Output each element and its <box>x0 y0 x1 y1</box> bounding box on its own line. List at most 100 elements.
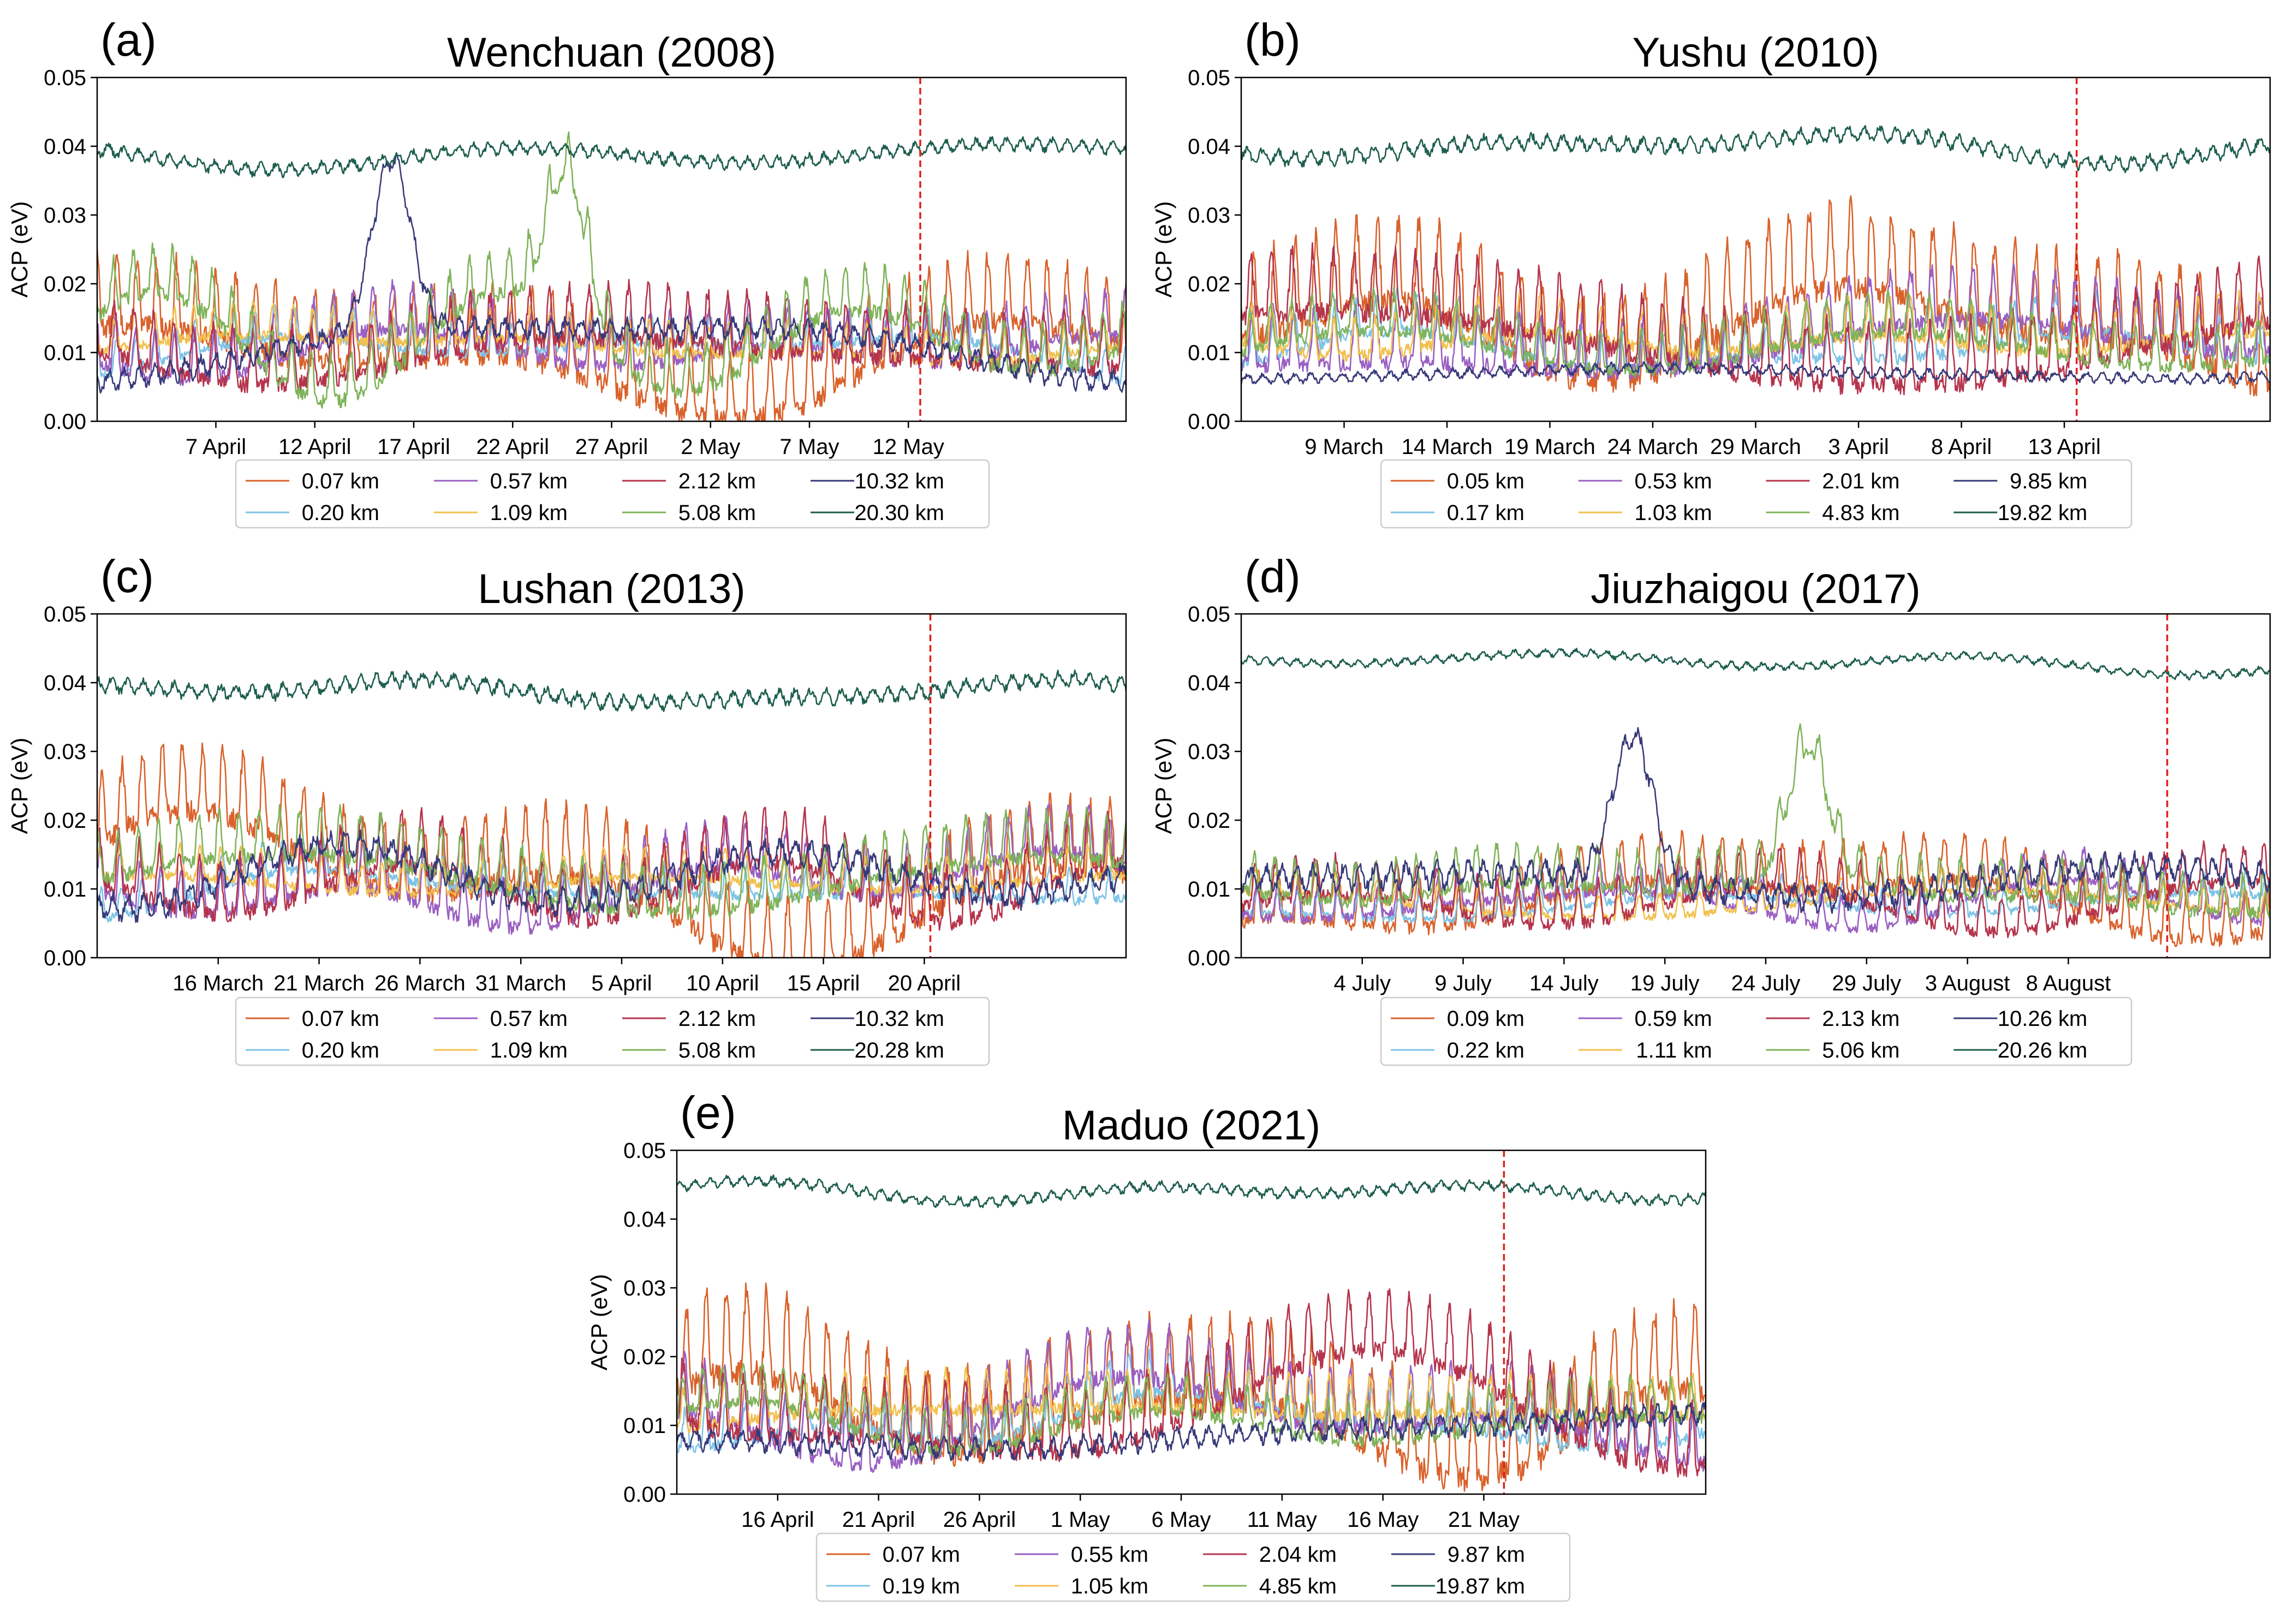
legend-label: 20.26 km <box>1998 1038 2088 1062</box>
plot-frame <box>96 613 1127 959</box>
legend-label: 0.09 km <box>1447 1007 1524 1031</box>
legend-label: 20.30 km <box>854 501 944 525</box>
series-line-0-09-km <box>1241 829 2270 947</box>
legend-label: 9.85 km <box>2010 469 2087 493</box>
legend-label: 0.05 km <box>1447 469 1524 493</box>
y-tick-label: 0.05 <box>44 66 86 90</box>
legend-label: 0.59 km <box>1634 1007 1712 1031</box>
legend-label: 0.55 km <box>1071 1543 1148 1567</box>
x-tick-label: 17 April <box>377 435 450 459</box>
x-tick-label: 16 May <box>1347 1508 1419 1532</box>
y-axis-label: ACP (eV) <box>586 1274 612 1371</box>
y-tick-label: 0.00 <box>623 1483 666 1507</box>
legend-label: 19.87 km <box>1435 1574 1525 1598</box>
x-tick-label: 26 April <box>943 1508 1016 1532</box>
y-tick-label: 0.02 <box>44 809 86 833</box>
x-tick-label: 12 May <box>873 435 944 459</box>
series-line-19-82-km <box>1241 125 2270 174</box>
series-line-0-53-km <box>1241 262 2270 381</box>
x-tick-label: 16 April <box>741 1508 814 1532</box>
series-line-1-11-km <box>1241 864 2270 922</box>
chart-panel-2: (b) Yushu (2010) ACP (eV) 0.00 0.01 0.02 0.03 0… <box>1151 14 2271 529</box>
x-tick-label: 10 April <box>686 971 759 995</box>
x-tick-label: 31 March <box>475 971 567 995</box>
legend-label: 1.09 km <box>490 501 568 525</box>
y-tick-label: 0.03 <box>44 740 86 764</box>
legend: 0.05 km 0.17 km 0.53 km 1.03 km 2.01 km 4.83 … <box>1380 459 2133 529</box>
series-line-2-12-km <box>97 806 1126 931</box>
y-tick-label: 0.00 <box>1188 946 1230 970</box>
panel-label: (d) <box>1244 551 1301 602</box>
x-tick-label: 29 July <box>1832 971 1901 995</box>
y-tick-label: 0.03 <box>1188 204 1230 228</box>
series-group <box>1241 648 2270 947</box>
series-line-4-83-km <box>1241 287 2270 378</box>
legend-label: 10.32 km <box>854 1007 944 1031</box>
series-line-2-01-km <box>1241 242 2270 396</box>
chart-title: Wenchuan (2008) <box>447 29 776 76</box>
x-tick-label: 20 April <box>888 971 961 995</box>
x-tick-label: 26 March <box>374 971 466 995</box>
legend-box <box>1380 996 2133 1066</box>
legend-label: 0.17 km <box>1447 501 1524 525</box>
y-tick-label: 0.01 <box>44 877 86 901</box>
x-tick-label: 9 March <box>1305 435 1384 459</box>
legend-label: 2.12 km <box>678 1007 756 1031</box>
x-tick-label: 8 April <box>1931 435 1992 459</box>
series-line-4-85-km <box>677 1363 1706 1457</box>
x-tick-label: 24 July <box>1731 971 1801 995</box>
x-tick-label: 19 July <box>1630 971 1700 995</box>
legend-label: 0.20 km <box>302 1038 379 1062</box>
y-tick-label: 0.02 <box>623 1345 666 1369</box>
legend-box <box>1380 459 2133 529</box>
legend-label: 10.26 km <box>1998 1007 2088 1031</box>
y-tick-label: 0.03 <box>44 204 86 228</box>
legend-label: 1.11 km <box>1636 1038 1712 1062</box>
series-line-19-87-km <box>677 1174 1706 1208</box>
legend-label: 10.32 km <box>854 469 944 493</box>
x-tick-label: 14 March <box>1402 435 1493 459</box>
x-tick-label: 21 May <box>1448 1508 1520 1532</box>
x-tick-label: 9 July <box>1434 971 1492 995</box>
y-tick-label: 0.02 <box>44 272 86 296</box>
y-tick-label: 0.05 <box>1188 602 1230 626</box>
series-line-20-28-km <box>97 669 1126 712</box>
x-tick-label: 22 April <box>477 435 549 459</box>
y-tick-label: 0.04 <box>623 1208 666 1232</box>
chart-panel-3: (c) Lushan (2013) ACP (eV) 0.00 0.01 0.02 0.03… <box>7 551 1127 1066</box>
y-tick-label: 0.05 <box>623 1139 666 1163</box>
chart-panel-5: (e) Maduo (2021) ACP (eV) 0.00 0.01 0.02 0.03 0… <box>586 1087 1707 1602</box>
chart-title: Yushu (2010) <box>1632 29 1879 76</box>
series-line-10-32-km <box>97 153 1126 394</box>
panel-label: (e) <box>680 1087 736 1138</box>
series-line-0-07-km <box>677 1282 1706 1492</box>
y-tick-label: 0.05 <box>44 602 86 626</box>
x-tick-label: 8 August <box>2026 971 2111 995</box>
series-line-20-26-km <box>1241 648 2270 681</box>
x-tick-label: 2 May <box>681 435 740 459</box>
legend-label: 0.20 km <box>302 501 379 525</box>
y-tick-label: 0.00 <box>44 946 86 970</box>
x-tick-label: 7 April <box>186 435 246 459</box>
y-axis-label: ACP (eV) <box>7 201 32 298</box>
legend-label: 4.85 km <box>1259 1574 1337 1598</box>
series-line-20-30-km <box>97 136 1126 178</box>
y-axis-label: ACP (eV) <box>1151 738 1176 834</box>
series-group <box>1241 125 2270 397</box>
chart-title: Lushan (2013) <box>478 566 745 612</box>
chart-panel-1: (a) Wenchuan (2008) ACP (eV) 0.00 0.01 0.02 0.… <box>7 14 1127 529</box>
x-tick-label: 13 April <box>2028 435 2100 459</box>
x-tick-label: 12 April <box>278 435 351 459</box>
legend-label: 4.83 km <box>1822 501 1899 525</box>
legend-label: 19.82 km <box>1998 501 2088 525</box>
y-tick-label: 0.02 <box>1188 809 1230 833</box>
panel-label: (a) <box>100 14 157 65</box>
plot-frame <box>1240 613 2271 959</box>
series-line-9-85-km <box>1241 361 2270 386</box>
y-tick-label: 0.04 <box>1188 135 1230 159</box>
y-tick-label: 0.04 <box>1188 671 1230 695</box>
legend-label: 2.12 km <box>678 469 756 493</box>
legend-box <box>815 1532 1571 1602</box>
y-tick-label: 0.04 <box>44 135 86 159</box>
legend-label: 0.07 km <box>302 1007 379 1031</box>
